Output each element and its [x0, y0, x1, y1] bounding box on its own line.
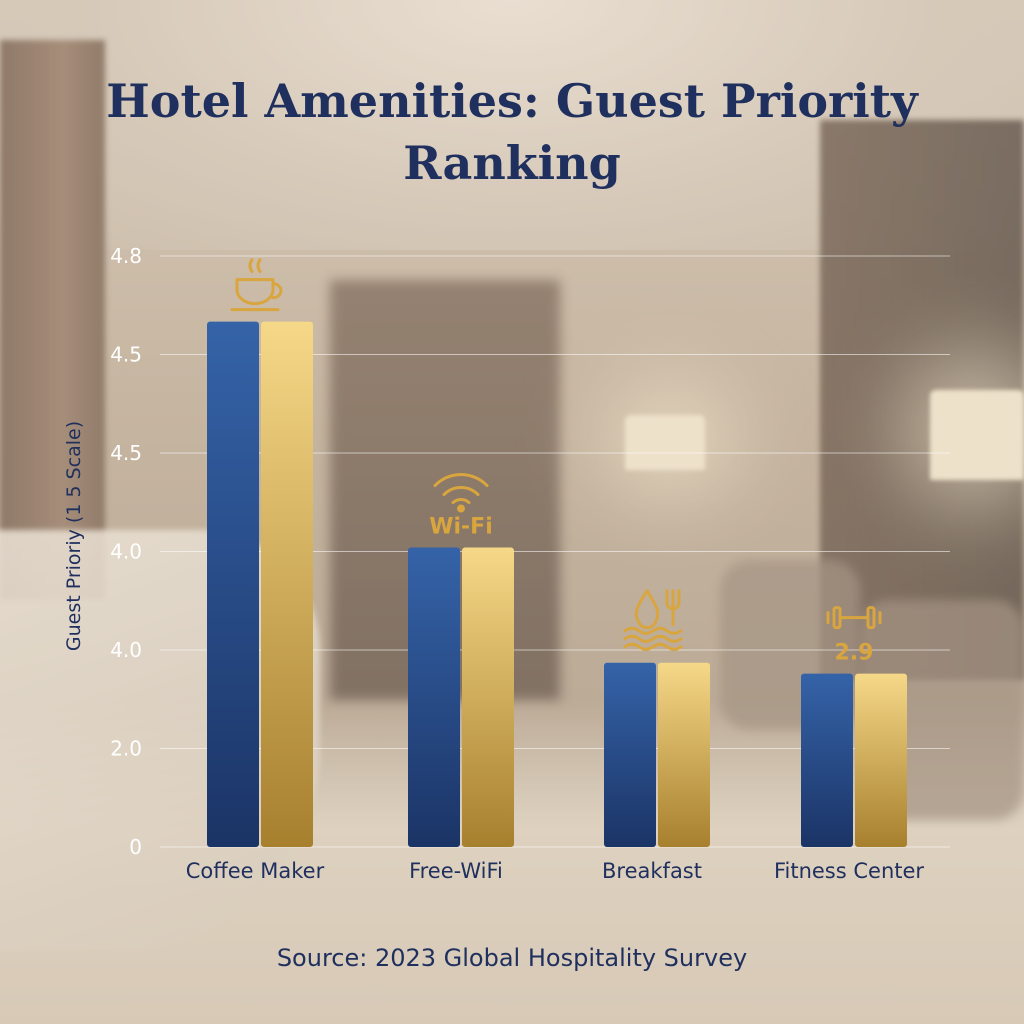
y-tick-label: 2.0	[110, 737, 142, 761]
dumbbell-icon	[826, 606, 882, 630]
bar-gold	[462, 547, 514, 847]
cup-handle	[271, 282, 283, 300]
cup-steam	[248, 258, 262, 274]
y-axis-ticks: 0 2.0 4.0 4.0 4.5 4.5 4.8	[110, 244, 142, 859]
bar-gold	[855, 673, 907, 847]
y-tick-label: 4.5	[110, 343, 142, 367]
wifi-icon	[433, 472, 489, 513]
bar-gold	[658, 662, 710, 847]
cup-body	[235, 278, 275, 306]
wave-line	[623, 642, 683, 651]
bar-blue	[408, 547, 460, 847]
wifi-arc	[433, 472, 489, 488]
x-tick-label: Free-WiFi	[409, 859, 503, 883]
y-tick-label: 4.0	[110, 638, 142, 662]
wave-line	[623, 634, 683, 643]
bar-blue	[801, 673, 853, 847]
lamp-icon	[625, 415, 705, 470]
source-note: Source: 2023 Global Hospitality Survey	[276, 944, 748, 972]
chart-title: Hotel Amenities: Guest Priority Ranking	[106, 74, 918, 190]
wifi-arc	[442, 486, 480, 497]
lamp-icon	[930, 390, 1024, 480]
annotations: Wi-Fi 2.9	[230, 258, 882, 666]
y-tick-label: 4.5	[110, 441, 142, 465]
y-tick-label: 0	[129, 835, 142, 859]
y-tick-label: 4.8	[110, 244, 142, 268]
breakfast-icon	[623, 589, 683, 651]
bar-gold	[261, 321, 313, 848]
annotation-label: 2.9	[835, 641, 874, 666]
wifi-arc	[451, 498, 471, 505]
bar-blue	[207, 321, 259, 848]
fork-shape	[665, 589, 681, 627]
x-tick-label: Coffee Maker	[186, 859, 325, 883]
wave-line	[623, 626, 683, 635]
dumbbell-weight	[866, 606, 876, 630]
coffee-cup-icon	[230, 258, 283, 312]
bar-blue	[604, 662, 656, 847]
wifi-dot	[457, 504, 465, 513]
x-tick-label: Breakfast	[602, 859, 702, 883]
drop-shape	[634, 589, 660, 630]
background-pillar	[0, 40, 105, 600]
y-tick-label: 4.0	[110, 540, 142, 564]
dumbbell-weight	[832, 606, 842, 630]
annotation-label: Wi-Fi	[429, 515, 493, 540]
x-tick-label: Fitness Center	[774, 859, 924, 883]
bars	[207, 321, 907, 848]
x-axis-labels: Coffee Maker Free-WiFi Breakfast Fitness Ce…	[186, 859, 925, 883]
